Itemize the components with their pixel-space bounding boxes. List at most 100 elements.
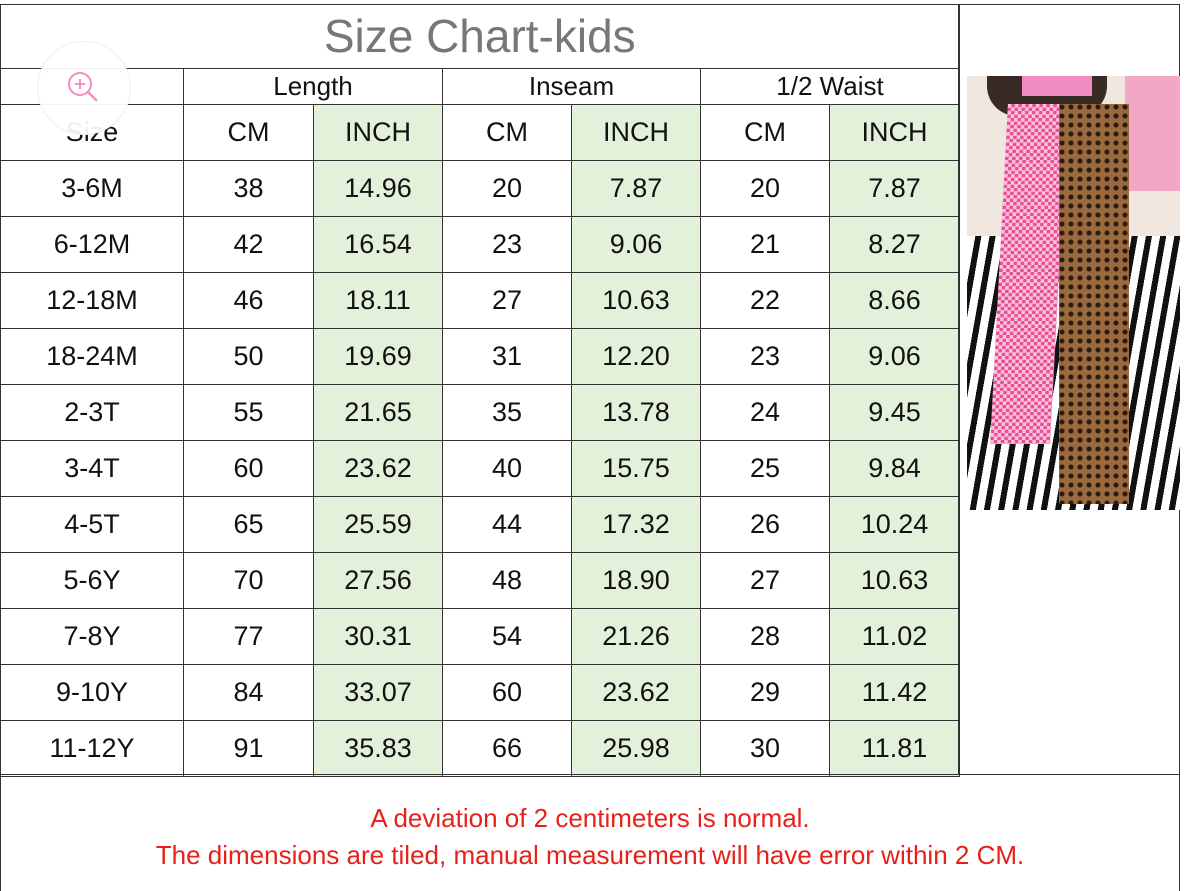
inch-cell: 21.26 (571, 608, 701, 665)
table-row: 4-5T 65 25.59 44 17.32 26 10.24 (0, 496, 960, 553)
inch-cell: 25.98 (571, 720, 701, 777)
cm-cell: 65 (183, 496, 314, 553)
inch-cell: 35.83 (313, 720, 443, 777)
cm-cell: 30 (700, 720, 830, 777)
size-cell: 3-6M (0, 160, 184, 217)
cm-cell: 22 (700, 272, 830, 329)
inch-cell: 9.06 (829, 328, 960, 385)
table-row: 2-3T 55 21.65 35 13.78 24 9.45 (0, 384, 960, 441)
zoom-button[interactable] (37, 41, 131, 135)
inch-cell: 19.69 (313, 328, 443, 385)
inch-cell: 13.78 (571, 384, 701, 441)
group-header: 1/2 Waist (700, 68, 960, 105)
table-row: 5-6Y 70 27.56 48 18.90 27 10.63 (0, 552, 960, 609)
zoom-in-icon (68, 72, 98, 102)
cm-cell: 42 (183, 216, 314, 273)
cm-cell: 54 (442, 608, 572, 665)
chart-title: Size Chart-kids (0, 4, 960, 69)
cm-cell: 38 (183, 160, 314, 217)
divider (0, 774, 1180, 775)
size-cell: 4-5T (0, 496, 184, 553)
inch-cell: 7.87 (829, 160, 960, 217)
cm-cell: 70 (183, 552, 314, 609)
cm-cell: 35 (442, 384, 572, 441)
cm-cell: 55 (183, 384, 314, 441)
inch-cell: 23.62 (571, 664, 701, 721)
cm-cell: 27 (442, 272, 572, 329)
size-cell: 9-10Y (0, 664, 184, 721)
table-row: 7-8Y 77 30.31 54 21.26 28 11.02 (0, 608, 960, 665)
table-row: 12-18M 46 18.11 27 10.63 22 8.66 (0, 272, 960, 329)
cm-cell: 28 (700, 608, 830, 665)
inch-cell: 8.27 (829, 216, 960, 273)
inch-cell: 12.20 (571, 328, 701, 385)
cm-cell: 40 (442, 440, 572, 497)
cm-cell: 66 (442, 720, 572, 777)
size-cell: 2-3T (0, 384, 184, 441)
cm-cell: 50 (183, 328, 314, 385)
size-cell: 3-4T (0, 440, 184, 497)
size-cell: 5-6Y (0, 552, 184, 609)
table-row: 11-12Y 91 35.83 66 25.98 30 11.81 (0, 720, 960, 777)
cm-cell: 27 (700, 552, 830, 609)
inch-cell: 9.84 (829, 440, 960, 497)
table-row: 3-4T 60 23.62 40 15.75 25 9.84 (0, 440, 960, 497)
size-cell: 7-8Y (0, 608, 184, 665)
cm-cell: 21 (700, 216, 830, 273)
inch-cell: 11.42 (829, 664, 960, 721)
size-cell: 6-12M (0, 216, 184, 273)
inch-cell: 9.06 (571, 216, 701, 273)
group-header: Length (183, 68, 443, 105)
unit-header-inch: INCH (313, 104, 443, 161)
cm-cell: 77 (183, 608, 314, 665)
inch-cell: 9.45 (829, 384, 960, 441)
size-cell: 12-18M (0, 272, 184, 329)
inch-cell: 17.32 (571, 496, 701, 553)
inch-cell: 16.54 (313, 216, 443, 273)
inch-cell: 14.96 (313, 160, 443, 217)
inch-cell: 23.62 (313, 440, 443, 497)
inch-cell: 18.90 (571, 552, 701, 609)
cm-cell: 84 (183, 664, 314, 721)
note-measurement: The dimensions are tiled, manual measure… (155, 840, 1025, 870)
unit-header-cm: CM (183, 104, 314, 161)
cm-cell: 46 (183, 272, 314, 329)
inch-cell: 11.81 (829, 720, 960, 777)
unit-header-inch: INCH (829, 104, 960, 161)
cm-cell: 91 (183, 720, 314, 777)
divider (958, 4, 959, 774)
product-photo (967, 76, 1180, 510)
size-cell: 18-24M (0, 328, 184, 385)
cm-cell: 25 (700, 440, 830, 497)
cm-cell: 44 (442, 496, 572, 553)
inch-cell: 33.07 (313, 664, 443, 721)
inch-cell: 18.11 (313, 272, 443, 329)
cm-cell: 29 (700, 664, 830, 721)
inch-cell: 11.02 (829, 608, 960, 665)
inch-cell: 25.59 (313, 496, 443, 553)
cm-cell: 24 (700, 384, 830, 441)
table-row: 6-12M 42 16.54 23 9.06 21 8.27 (0, 216, 960, 273)
cm-cell: 20 (700, 160, 830, 217)
cm-cell: 20 (442, 160, 572, 217)
size-cell: 11-12Y (0, 720, 184, 777)
cm-cell: 23 (442, 216, 572, 273)
note-deviation: A deviation of 2 centimeters is normal. (370, 803, 810, 833)
inch-cell: 7.87 (571, 160, 701, 217)
cm-cell: 23 (700, 328, 830, 385)
inch-cell: 27.56 (313, 552, 443, 609)
inch-cell: 10.24 (829, 496, 960, 553)
table-row: 18-24M 50 19.69 31 12.20 23 9.06 (0, 328, 960, 385)
table-row: 9-10Y 84 33.07 60 23.62 29 11.42 (0, 664, 960, 721)
cm-cell: 31 (442, 328, 572, 385)
unit-header-cm: CM (442, 104, 572, 161)
size-chart-table: Size Chart-kids Length Inseam 1/2 Waist … (0, 4, 960, 777)
table-row: 3-6M 38 14.96 20 7.87 20 7.87 (0, 160, 960, 217)
cm-cell: 60 (442, 664, 572, 721)
inch-cell: 15.75 (571, 440, 701, 497)
unit-header-cm: CM (700, 104, 830, 161)
cm-cell: 26 (700, 496, 830, 553)
inch-cell: 10.63 (571, 272, 701, 329)
cm-cell: 60 (183, 440, 314, 497)
inch-cell: 21.65 (313, 384, 443, 441)
